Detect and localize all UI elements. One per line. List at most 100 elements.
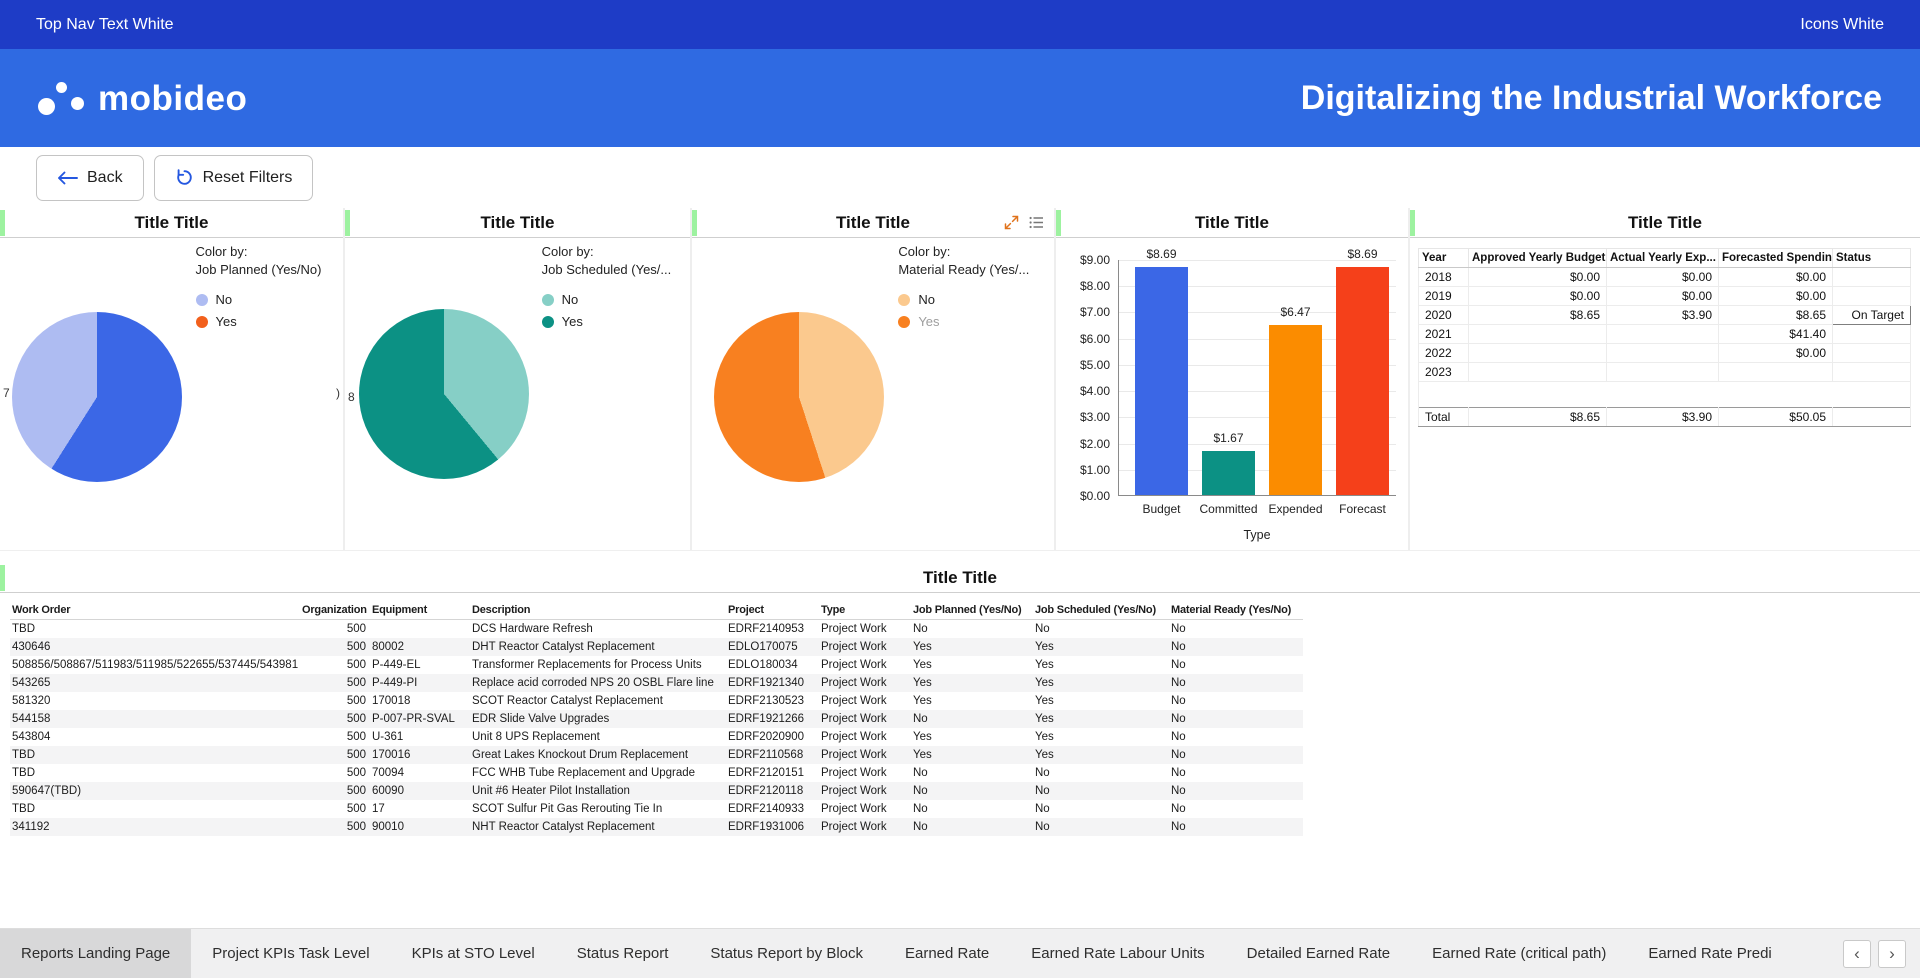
table-row[interactable]: 341192 500 90010 NHT Reactor Catalyst Repla… bbox=[10, 817, 1303, 836]
table-row[interactable]: TBD 500 DCS Hardware Refresh EDRF2140953 Pro… bbox=[10, 620, 1303, 638]
table-cell: TBD bbox=[12, 622, 35, 635]
bottom-tab[interactable]: Status Report bbox=[576, 945, 669, 962]
legend-item[interactable]: No bbox=[541, 292, 672, 307]
table-cell: No bbox=[1169, 709, 1303, 728]
column-header[interactable]: Work Order bbox=[10, 601, 300, 620]
gridline bbox=[1119, 365, 1396, 366]
table-row[interactable]: 543265 500 P-449-PI Replace acid corroded N… bbox=[10, 673, 1303, 692]
column-header[interactable]: Status bbox=[1832, 248, 1911, 268]
y-tick-label: $2.00 bbox=[1079, 437, 1110, 451]
column-header[interactable]: Year bbox=[1418, 248, 1469, 268]
maximize-icon[interactable] bbox=[1004, 215, 1019, 235]
table-cell bbox=[1468, 343, 1607, 363]
y-tick-label: $3.00 bbox=[1079, 410, 1110, 424]
table-row[interactable]: 2023 bbox=[1418, 362, 1911, 382]
legend-label: Yes bbox=[918, 314, 940, 329]
table-cell bbox=[1832, 267, 1911, 287]
reset-icon bbox=[175, 168, 194, 187]
table-cell bbox=[1606, 343, 1719, 363]
table-cell: $0.00 bbox=[1718, 267, 1833, 287]
table-row[interactable]: TBD 500 170016 Great Lakes Knockout Drum Re… bbox=[10, 745, 1303, 764]
table-cell: No bbox=[1171, 730, 1186, 743]
table-cell: $8.65 bbox=[1468, 305, 1607, 325]
table-cell: EDRF2110568 bbox=[726, 745, 819, 764]
legend-item[interactable]: No bbox=[195, 292, 322, 307]
legend-item[interactable]: No bbox=[898, 292, 1029, 307]
table-row[interactable]: 590647(TBD) 500 60090 Unit #6 Heater Pilot … bbox=[10, 781, 1303, 800]
table-row[interactable]: 508856/508867/511983/511985/522655/53744… bbox=[10, 656, 1303, 674]
table-cell: No bbox=[1169, 745, 1303, 764]
column-header[interactable]: Project bbox=[726, 601, 819, 620]
bar-committed[interactable] bbox=[1202, 451, 1255, 495]
bottom-tab[interactable]: Earned Rate Predi bbox=[1648, 945, 1772, 962]
column-header[interactable]: Material Ready (Yes/No) bbox=[1169, 601, 1303, 620]
bottom-tab[interactable]: Earned Rate bbox=[905, 945, 990, 962]
gridline bbox=[1119, 312, 1396, 313]
column-header[interactable]: Description bbox=[470, 601, 726, 620]
table-row[interactable]: 2020 $8.65 $3.90 $8.65 On Target bbox=[1418, 305, 1911, 325]
reset-filters-button[interactable]: Reset Filters bbox=[153, 154, 314, 201]
list-menu-icon[interactable] bbox=[1029, 216, 1044, 234]
legend-item[interactable]: Yes bbox=[541, 314, 672, 329]
bottom-tab[interactable]: KPIs at STO Level bbox=[411, 945, 535, 962]
column-header[interactable]: Approved Yearly Budget bbox=[1468, 248, 1607, 268]
table-cell: EDRF2130523 bbox=[728, 694, 805, 707]
table-cell: EDRF2120151 bbox=[728, 766, 805, 779]
table-row[interactable]: 2019 $0.00 $0.00 $0.00 bbox=[1418, 286, 1911, 306]
panel-title: Title Title bbox=[922, 568, 997, 587]
table-row[interactable]: TBD 500 17 SCOT Sulfur Pit Gas Rerouting Ti… bbox=[10, 800, 1303, 818]
tabs-scroll-left-button[interactable]: ‹ bbox=[1843, 939, 1871, 968]
bottom-tab[interactable]: Project KPIs Task Level bbox=[212, 945, 370, 962]
table-row[interactable]: 544158 500 P-007-PR-SVAL EDR Slide Valve Up… bbox=[10, 709, 1303, 728]
column-header[interactable]: Actual Yearly Exp... bbox=[1606, 248, 1719, 268]
bar-value-label: $8.69 bbox=[1347, 247, 1378, 261]
bar-budget[interactable] bbox=[1135, 267, 1188, 495]
bar-forecast[interactable] bbox=[1336, 267, 1389, 495]
color-by-value[interactable]: Material Ready (Yes/... bbox=[898, 262, 1030, 277]
color-by-value[interactable]: Job Planned (Yes/No) bbox=[195, 262, 322, 277]
pie-chart-material-ready[interactable] bbox=[714, 312, 884, 482]
column-header[interactable]: Organization bbox=[300, 601, 370, 620]
legend-item[interactable]: Yes bbox=[898, 314, 1029, 329]
table-row[interactable]: 543804 500 U-361 Unit 8 UPS Replacement EDRF… bbox=[10, 728, 1303, 746]
table-row[interactable]: 2022 $0.00 bbox=[1418, 343, 1911, 363]
table-body: 2018 $0.00 $0.00 $0.00 2019 $0.00 $0.00 $0.00 20… bbox=[1418, 267, 1911, 427]
bar-expended[interactable] bbox=[1269, 325, 1322, 495]
bottom-tab[interactable]: Detailed Earned Rate bbox=[1246, 945, 1391, 962]
table-cell: 2022 bbox=[1418, 343, 1469, 363]
panels-row: Title Title Color by: Job Planned (Yes/N… bbox=[0, 208, 1920, 551]
column-header[interactable]: Job Scheduled (Yes/No) bbox=[1033, 601, 1169, 620]
table-row[interactable]: 581320 500 170018 SCOT Reactor Catalyst Rep… bbox=[10, 692, 1303, 710]
column-header[interactable]: Equipment bbox=[370, 601, 470, 620]
back-button[interactable]: Back bbox=[36, 154, 144, 201]
table-cell: Great Lakes Knockout Drum Replacement bbox=[470, 745, 726, 764]
column-header[interactable]: Type bbox=[819, 601, 911, 620]
legend-item[interactable]: Yes bbox=[195, 314, 322, 329]
pie-chart-job-scheduled[interactable] bbox=[359, 309, 529, 479]
table-row[interactable]: 2018 $0.00 $0.00 $0.00 bbox=[1418, 267, 1911, 287]
legend-swatch bbox=[898, 315, 911, 328]
legend-items: No Yes bbox=[898, 292, 1029, 329]
table-row[interactable]: 2021 $41.40 bbox=[1418, 324, 1911, 344]
panel-accent bbox=[1410, 210, 1415, 236]
table-row[interactable]: 430646 500 80002 DHT Reactor Catalyst Repla… bbox=[10, 637, 1303, 656]
top-nav-right-text[interactable]: Icons White bbox=[1800, 15, 1884, 33]
table-cell: Replace acid corroded NPS 20 OSBL Flare … bbox=[470, 673, 726, 692]
column-header[interactable]: Job Planned (Yes/No) bbox=[911, 601, 1033, 620]
bottom-tab[interactable]: Earned Rate (critical path) bbox=[1432, 945, 1607, 962]
table-cell bbox=[1832, 324, 1911, 344]
legend-swatch bbox=[541, 293, 554, 306]
legend-items: No Yes bbox=[195, 292, 322, 329]
table-cell: 500 bbox=[346, 658, 366, 671]
bottom-tab[interactable]: Reports Landing Page bbox=[0, 929, 192, 978]
table-cell: Unit 8 UPS Replacement bbox=[472, 730, 600, 743]
bottom-tab[interactable]: Earned Rate Labour Units bbox=[1031, 945, 1205, 962]
tabs-scroll-right-button[interactable]: › bbox=[1878, 939, 1906, 968]
color-by-value[interactable]: Job Scheduled (Yes/... bbox=[541, 262, 672, 277]
table-cell: 430646 bbox=[10, 637, 300, 656]
table-row[interactable]: TBD 500 70094 FCC WHB Tube Replacement and … bbox=[10, 764, 1303, 782]
column-header[interactable]: Forecasted Spending bbox=[1718, 248, 1833, 268]
pie-chart-job-planned[interactable] bbox=[12, 312, 182, 482]
table-cell: Project Work bbox=[821, 802, 887, 815]
bottom-tab[interactable]: Status Report by Block bbox=[710, 945, 863, 962]
